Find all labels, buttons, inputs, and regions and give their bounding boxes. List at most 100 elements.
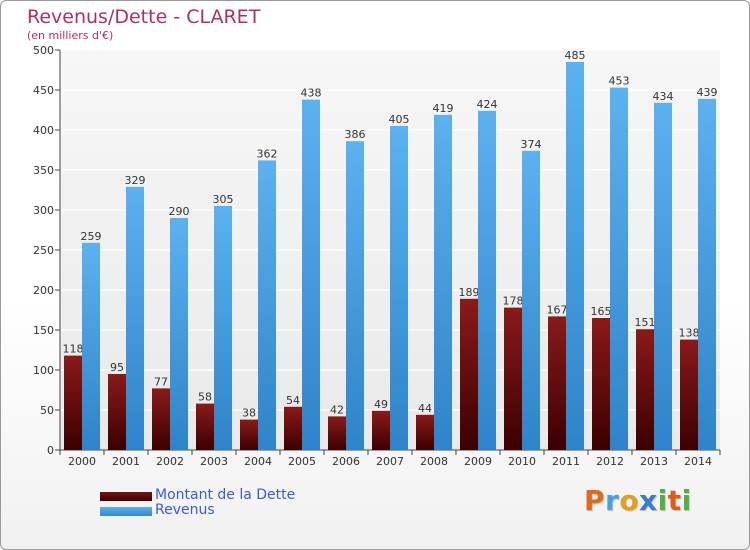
y-tick-label: 0 xyxy=(47,444,54,457)
proxiti-logo: Proxiti xyxy=(584,484,692,517)
y-tick-label: 300 xyxy=(33,204,54,217)
bar-revenus xyxy=(434,114,452,451)
x-tick-label: 2007 xyxy=(376,455,404,468)
legend-label-dette: Montant de la Dette xyxy=(155,487,296,503)
logo-letter: P xyxy=(584,484,606,517)
data-label-dette: 167 xyxy=(547,303,568,316)
bar-revenus xyxy=(170,218,188,450)
logo-letter: x xyxy=(639,484,658,517)
data-label-dette: 165 xyxy=(591,305,612,318)
data-label-dette: 38 xyxy=(242,407,256,420)
bar-revenus xyxy=(302,99,320,450)
data-label-dette: 49 xyxy=(374,398,388,411)
bar-revenus xyxy=(258,160,276,450)
x-tick-label: 2014 xyxy=(684,455,712,468)
bar-dette xyxy=(152,388,170,450)
bar-revenus xyxy=(478,110,496,451)
y-tick-label: 250 xyxy=(33,244,54,257)
bar-dette xyxy=(240,419,258,450)
bar-dette xyxy=(504,307,522,450)
bar-dette xyxy=(372,410,390,450)
bar-revenus xyxy=(126,186,144,451)
bar-dette xyxy=(680,339,698,450)
data-label-dette: 189 xyxy=(459,286,480,299)
bar-dette xyxy=(460,298,478,450)
y-tick-label: 500 xyxy=(33,44,54,57)
bar-revenus xyxy=(214,206,232,450)
bar-dette xyxy=(64,355,82,450)
data-label-revenus: 453 xyxy=(609,75,630,88)
y-tick-label: 50 xyxy=(40,404,54,417)
data-label-revenus: 424 xyxy=(477,98,498,111)
data-label-dette: 178 xyxy=(503,295,524,308)
y-tick-label: 400 xyxy=(33,124,54,137)
x-tick-label: 2002 xyxy=(156,455,184,468)
bar-dette xyxy=(328,416,346,450)
x-tick-label: 2000 xyxy=(68,455,96,468)
x-tick-label: 2012 xyxy=(596,455,624,468)
data-label-dette: 118 xyxy=(63,343,84,356)
x-tick-label: 2005 xyxy=(288,455,316,468)
bar-revenus xyxy=(698,98,716,451)
data-label-revenus: 438 xyxy=(301,87,322,100)
bar-dette xyxy=(284,406,302,450)
chart-subtitle: (en milliers d'€) xyxy=(27,29,114,42)
x-tick-label: 2013 xyxy=(640,455,668,468)
logo-letter: r xyxy=(605,484,620,517)
bar-dette xyxy=(548,316,566,450)
data-label-revenus: 259 xyxy=(81,230,102,243)
data-label-dette: 42 xyxy=(330,403,344,416)
legend-swatch-revenus xyxy=(100,507,152,516)
y-tick-label: 150 xyxy=(33,324,54,337)
x-tick-label: 2010 xyxy=(508,455,536,468)
x-tick-label: 2003 xyxy=(200,455,228,468)
data-label-dette: 95 xyxy=(110,361,124,374)
bar-revenus xyxy=(346,141,364,450)
data-label-revenus: 362 xyxy=(257,147,278,160)
data-label-dette: 44 xyxy=(418,402,432,415)
data-label-dette: 138 xyxy=(679,327,700,340)
y-tick-label: 200 xyxy=(33,284,54,297)
legend-label-revenus: Revenus xyxy=(155,502,215,518)
bar-revenus xyxy=(566,62,584,450)
logo-letter: t xyxy=(667,484,682,517)
bar-revenus xyxy=(390,126,408,450)
data-label-dette: 151 xyxy=(635,316,656,329)
data-label-revenus: 439 xyxy=(697,86,718,99)
data-label-dette: 77 xyxy=(154,375,168,388)
x-tick-label: 2008 xyxy=(420,455,448,468)
logo-letter: o xyxy=(619,484,640,517)
y-tick-label: 350 xyxy=(33,164,54,177)
data-label-dette: 58 xyxy=(198,391,212,404)
y-tick-label: 450 xyxy=(33,84,54,97)
data-label-revenus: 305 xyxy=(213,193,234,206)
data-label-revenus: 485 xyxy=(565,49,586,62)
bar-dette xyxy=(592,318,610,450)
data-label-revenus: 434 xyxy=(653,90,674,103)
bar-dette xyxy=(416,414,434,450)
x-tick-label: 2004 xyxy=(244,455,272,468)
x-tick-label: 2001 xyxy=(112,455,140,468)
x-tick-label: 2009 xyxy=(464,455,492,468)
logo-letter: i xyxy=(681,484,692,517)
data-label-revenus: 290 xyxy=(169,205,190,218)
data-label-revenus: 386 xyxy=(345,128,366,141)
bar-dette xyxy=(636,329,654,450)
data-label-revenus: 329 xyxy=(125,174,146,187)
data-label-dette: 54 xyxy=(286,394,300,407)
logo-letter: i xyxy=(657,484,668,517)
bar-revenus xyxy=(82,242,100,450)
y-tick-label: 100 xyxy=(33,364,54,377)
data-label-revenus: 405 xyxy=(389,113,410,126)
bar-revenus xyxy=(654,102,672,451)
bar-dette xyxy=(196,403,214,450)
data-label-revenus: 419 xyxy=(433,102,454,115)
x-tick-label: 2006 xyxy=(332,455,360,468)
chart-title: Revenus/Dette - CLARET xyxy=(27,6,261,28)
data-label-revenus: 374 xyxy=(521,138,542,151)
legend-swatch-dette xyxy=(100,492,152,501)
bar-revenus xyxy=(522,150,540,451)
bar-dette xyxy=(108,374,126,450)
bar-revenus xyxy=(610,87,628,450)
